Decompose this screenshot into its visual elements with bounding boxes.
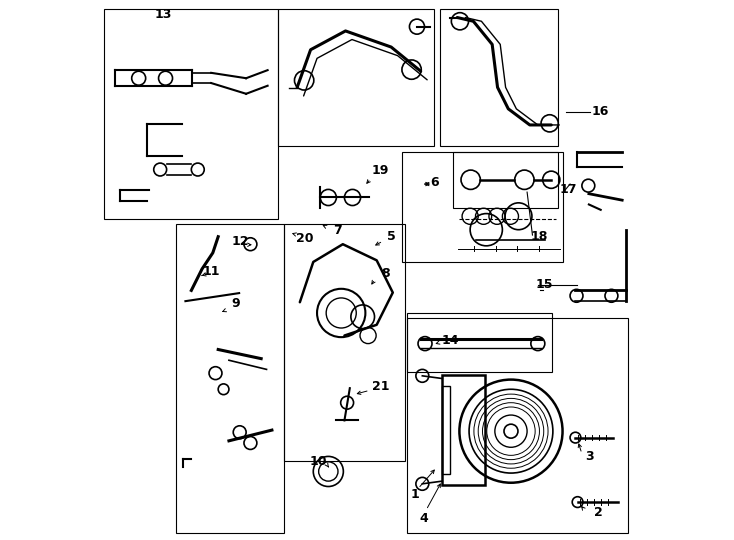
Text: 13: 13 (154, 8, 172, 21)
Text: 10: 10 (310, 455, 327, 468)
Text: 16: 16 (592, 105, 609, 118)
Text: 7: 7 (333, 224, 342, 237)
Text: 8: 8 (382, 267, 390, 280)
Text: 21: 21 (371, 380, 389, 393)
Text: 17: 17 (560, 183, 577, 196)
Text: 14: 14 (442, 334, 459, 347)
Text: 4: 4 (419, 512, 428, 525)
Text: 1: 1 (411, 488, 420, 501)
Text: 2: 2 (594, 507, 603, 519)
Text: 3: 3 (586, 450, 595, 463)
Text: 20: 20 (297, 232, 314, 245)
Text: 18: 18 (530, 230, 548, 242)
Text: 6: 6 (430, 176, 438, 189)
Text: 15: 15 (536, 278, 553, 291)
Text: 12: 12 (232, 235, 250, 248)
Text: 5: 5 (387, 230, 396, 242)
Text: 19: 19 (371, 164, 389, 177)
Text: 9: 9 (231, 297, 240, 310)
Text: 11: 11 (203, 265, 220, 278)
